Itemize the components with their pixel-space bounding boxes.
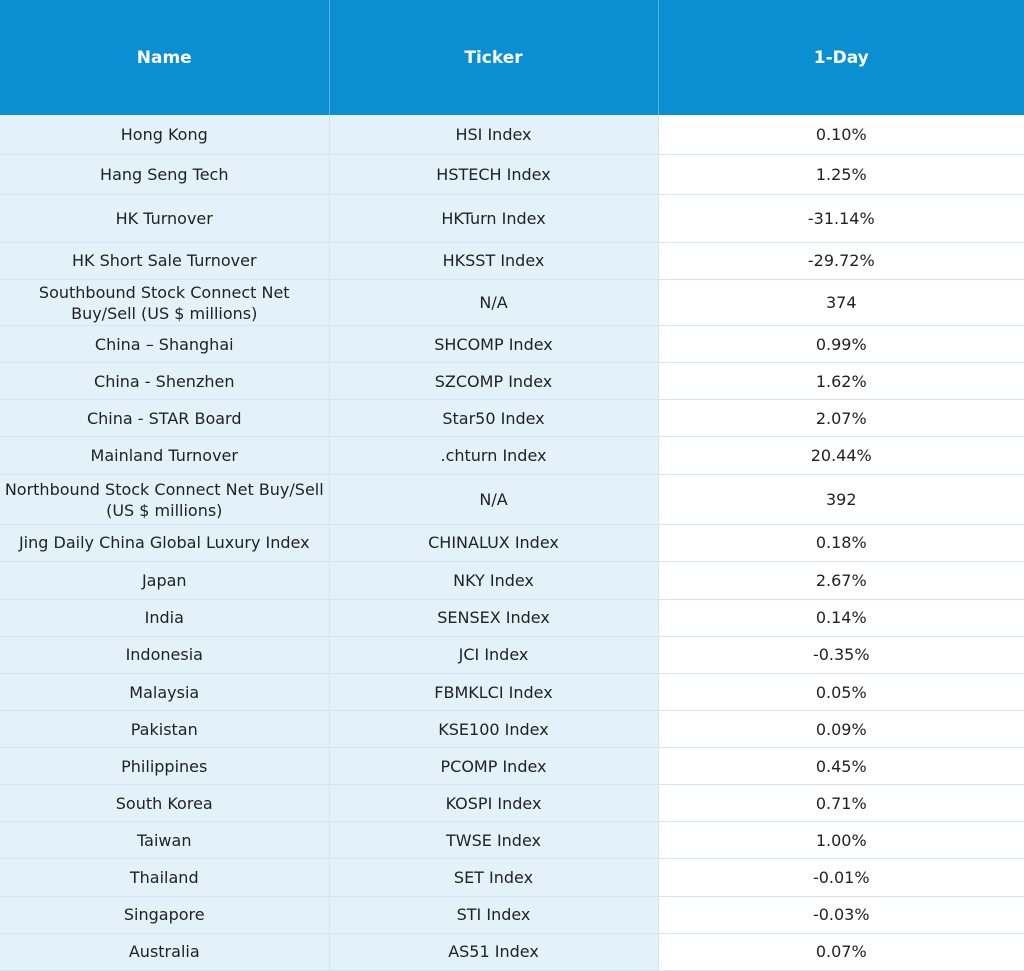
ticker-cell: Star50 Index (329, 399, 659, 438)
name-cell: Australia (0, 933, 330, 971)
name-cell: Singapore (0, 896, 330, 934)
change-cell: 2.07% (658, 399, 1024, 438)
change-cell: 0.71% (658, 784, 1024, 823)
ticker-cell: N/A (329, 474, 659, 525)
change-cell: -0.01% (658, 858, 1024, 897)
ticker-cell: N/A (329, 279, 659, 327)
name-cell: Mainland Turnover (0, 436, 330, 476)
ticker-cell: FBMKLCI Index (329, 673, 659, 712)
table-row: India SENSEX Index 0.14% (0, 599, 1024, 637)
change-cell: 0.10% (658, 115, 1024, 155)
change-cell: -31.14% (658, 194, 1024, 243)
name-cell: China – Shanghai (0, 325, 330, 364)
table-row: Thailand SET Index -0.01% (0, 858, 1024, 897)
change-cell: 2.67% (658, 561, 1024, 600)
ticker-cell: CHINALUX Index (329, 524, 659, 562)
table-body: Hong Kong HSI Index 0.10% Hang Seng Tech HST… (0, 115, 1024, 971)
change-cell: 1.25% (658, 154, 1024, 195)
table-row: Australia AS51 Index 0.07% (0, 933, 1024, 971)
ticker-cell: SZCOMP Index (329, 362, 659, 401)
name-cell: Pakistan (0, 710, 330, 749)
table-row: Mainland Turnover .chturn Index 20.44% (0, 436, 1024, 476)
change-cell: 20.44% (658, 436, 1024, 476)
change-cell: 0.05% (658, 673, 1024, 712)
name-cell: Hang Seng Tech (0, 154, 330, 195)
ticker-cell: HKTurn Index (329, 194, 659, 243)
change-cell: 0.14% (658, 599, 1024, 637)
ticker-cell: KSE100 Index (329, 710, 659, 749)
ticker-cell: STI Index (329, 896, 659, 934)
ticker-cell: KOSPI Index (329, 784, 659, 823)
table-row: Pakistan KSE100 Index 0.09% (0, 710, 1024, 749)
change-cell: 0.99% (658, 325, 1024, 364)
header-cell: Ticker (329, 0, 659, 115)
change-cell: 0.09% (658, 710, 1024, 749)
change-cell: 1.62% (658, 362, 1024, 401)
table-row: Hang Seng Tech HSTECH Index 1.25% (0, 154, 1024, 195)
name-cell: Japan (0, 561, 330, 600)
name-cell: Thailand (0, 858, 330, 897)
name-cell: India (0, 599, 330, 637)
ticker-cell: HSTECH Index (329, 154, 659, 195)
header-cell: Name (0, 0, 330, 115)
name-cell: China - STAR Board (0, 399, 330, 438)
change-cell: 374 (658, 279, 1024, 327)
change-cell: -0.03% (658, 896, 1024, 934)
name-cell: Hong Kong (0, 115, 330, 155)
change-cell: 0.18% (658, 524, 1024, 562)
table-row: Taiwan TWSE Index 1.00% (0, 821, 1024, 860)
ticker-cell: NKY Index (329, 561, 659, 600)
change-cell: -29.72% (658, 242, 1024, 280)
table-row: China – Shanghai SHCOMP Index 0.99% (0, 325, 1024, 364)
change-cell: 0.45% (658, 747, 1024, 786)
change-cell: -0.35% (658, 636, 1024, 675)
ticker-cell: HSI Index (329, 115, 659, 155)
ticker-cell: SHCOMP Index (329, 325, 659, 364)
ticker-cell: SENSEX Index (329, 599, 659, 637)
ticker-cell: .chturn Index (329, 436, 659, 476)
name-cell: HK Short Sale Turnover (0, 242, 330, 280)
table-row: Northbound Stock Connect Net Buy/Sell (U… (0, 474, 1024, 525)
table-row: HK Turnover HKTurn Index -31.14% (0, 194, 1024, 243)
table-row: China - STAR Board Star50 Index 2.07% (0, 399, 1024, 438)
table-row: South Korea KOSPI Index 0.71% (0, 784, 1024, 823)
name-cell: Philippines (0, 747, 330, 786)
table-row: Philippines PCOMP Index 0.45% (0, 747, 1024, 786)
ticker-cell: AS51 Index (329, 933, 659, 971)
table-row: Singapore STI Index -0.03% (0, 896, 1024, 934)
name-cell: Malaysia (0, 673, 330, 712)
name-cell: South Korea (0, 784, 330, 823)
table-row: Hong Kong HSI Index 0.10% (0, 115, 1024, 155)
change-cell: 392 (658, 474, 1024, 525)
ticker-cell: SET Index (329, 858, 659, 897)
name-cell: HK Turnover (0, 194, 330, 243)
ticker-cell: TWSE Index (329, 821, 659, 860)
ticker-cell: PCOMP Index (329, 747, 659, 786)
name-cell: China - Shenzhen (0, 362, 330, 401)
table-row: HK Short Sale Turnover HKSST Index -29.72% (0, 242, 1024, 280)
name-cell: Indonesia (0, 636, 330, 675)
table-row: Malaysia FBMKLCI Index 0.05% (0, 673, 1024, 712)
table-row: Indonesia JCI Index -0.35% (0, 636, 1024, 675)
name-cell: Jing Daily China Global Luxury Index (0, 524, 330, 562)
name-cell: Taiwan (0, 821, 330, 860)
table-header: Name Ticker 1-Day (0, 0, 1024, 115)
table-row: Japan NKY Index 2.67% (0, 561, 1024, 600)
change-cell: 1.00% (658, 821, 1024, 860)
change-cell: 0.07% (658, 933, 1024, 971)
name-cell: Northbound Stock Connect Net Buy/Sell (U… (0, 474, 330, 525)
table-row: Jing Daily China Global Luxury Index CHIN… (0, 524, 1024, 562)
header-row: Name Ticker 1-Day (0, 0, 1024, 115)
ticker-cell: HKSST Index (329, 242, 659, 280)
table-row: Southbound Stock Connect Net Buy/Sell (U… (0, 279, 1024, 327)
ticker-cell: JCI Index (329, 636, 659, 675)
header-cell: 1-Day (658, 0, 1024, 115)
table-row: China - Shenzhen SZCOMP Index 1.62% (0, 362, 1024, 401)
name-cell: Southbound Stock Connect Net Buy/Sell (U… (0, 279, 330, 327)
